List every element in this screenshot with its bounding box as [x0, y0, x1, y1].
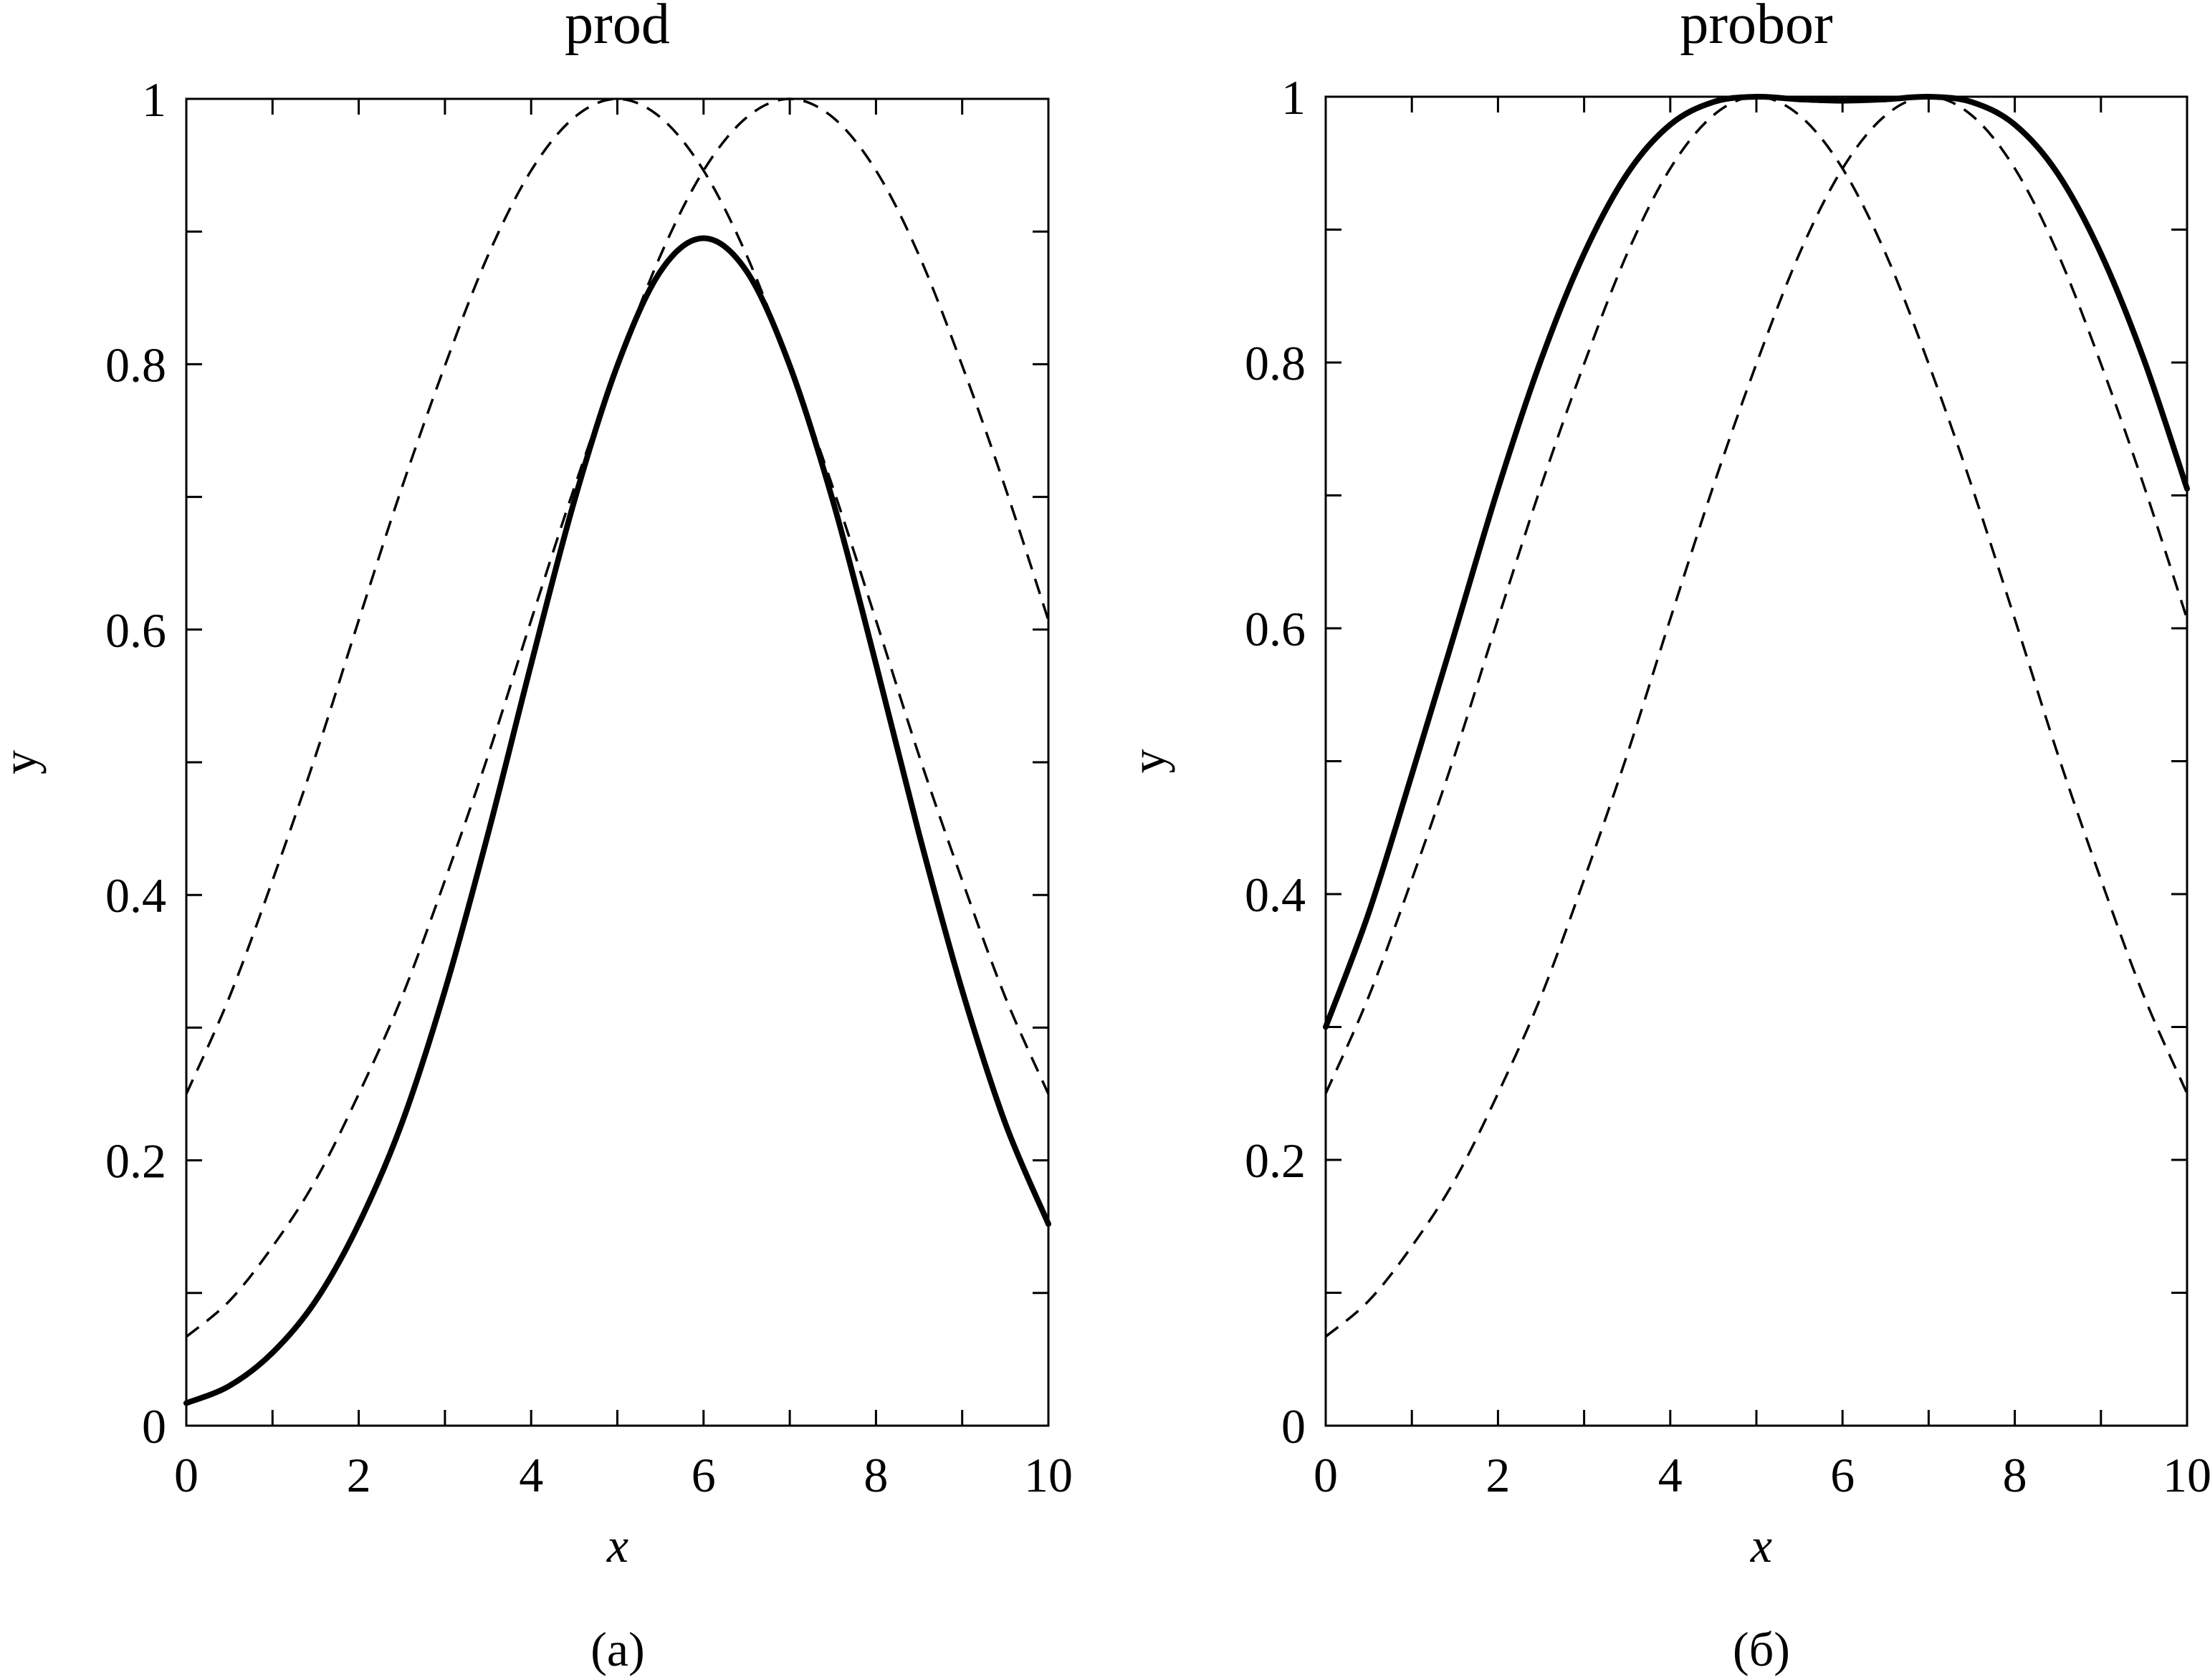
y-tick-label: 0.2: [1245, 1133, 1306, 1188]
dashed-series-line-1: [1324, 95, 2189, 1338]
x-tick-label: 0: [1314, 1448, 1338, 1502]
x-tick-label: 10: [2163, 1448, 2210, 1502]
x-tick-label: 8: [2003, 1448, 2027, 1502]
x-axis-label: x: [1750, 1518, 1772, 1573]
y-tick-label: 0.8: [105, 337, 166, 392]
y-tick-label: 0.6: [1245, 602, 1306, 656]
x-tick-label: 4: [1658, 1448, 1683, 1502]
x-tick-label: 2: [347, 1448, 371, 1502]
chart-caption: (б): [1733, 1622, 1790, 1676]
y-tick-label: 0: [142, 1399, 166, 1454]
y-tick-label: 0: [1281, 1399, 1306, 1454]
x-tick-label: 2: [1486, 1448, 1510, 1502]
dashed-series-line-0: [1324, 95, 2189, 1095]
chart-caption: (a): [590, 1622, 644, 1676]
plot-frame: [1324, 95, 2189, 1427]
x-tick-label: 8: [864, 1448, 888, 1502]
y-tick-label: 0.4: [1245, 868, 1306, 922]
x-tick-label: 6: [692, 1448, 716, 1502]
chart-title: probor: [1680, 0, 1832, 56]
plot-frame: [185, 97, 1050, 1427]
y-axis-label: y: [0, 750, 47, 774]
y-tick-label: 0.6: [105, 603, 166, 658]
x-tick-label: 6: [1830, 1448, 1855, 1502]
y-tick-label: 1: [142, 72, 166, 127]
y-tick-label: 0.4: [105, 868, 166, 923]
x-tick-label: 10: [1024, 1448, 1073, 1502]
y-tick-label: 0.2: [105, 1134, 166, 1189]
x-axis-label: x: [606, 1518, 628, 1573]
chart-title: prod: [565, 0, 670, 56]
solid-series-line-2: [1323, 93, 2190, 1030]
y-tick-label: 0.8: [1245, 336, 1306, 390]
y-axis-label: y: [1121, 749, 1175, 774]
dashed-series-line-0: [185, 97, 1050, 1095]
chart-panel-probor: probor 0 2 4 6 8 10 0 0.2 0.4 0.6 0.8 1 x y (б): [1121, 0, 2210, 1676]
x-tick-label: 4: [519, 1448, 543, 1502]
y-tick-label: 1: [1281, 70, 1306, 125]
solid-series-line-2: [183, 235, 1051, 1406]
chart-panel-prod: prod 0 2 4 6 8 10 0 0.2 0.4 0.6 0.8 1 x y (a): [0, 0, 1073, 1676]
x-tick-label: 0: [174, 1448, 198, 1502]
dashed-series-line-1: [185, 97, 1050, 1338]
